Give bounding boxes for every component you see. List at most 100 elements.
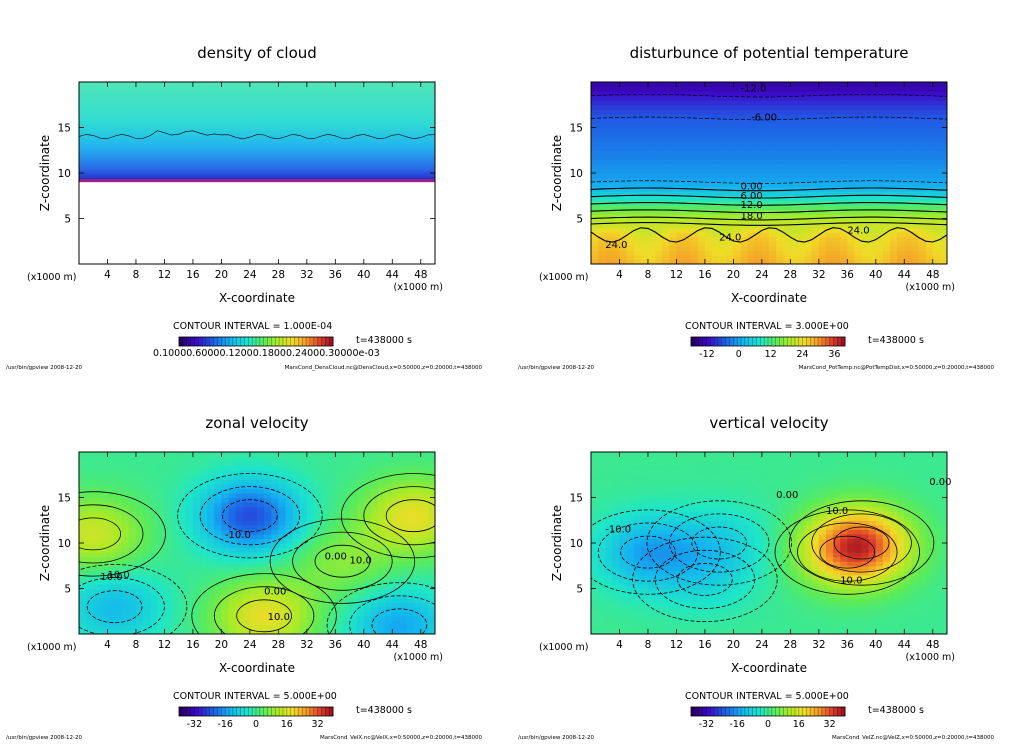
x-tick-label: 44 [898,639,912,651]
x-tick-label: 24 [755,269,769,281]
x-tick-label: 20 [727,269,740,281]
x-tick-label: 48 [926,639,939,651]
x-unit-right: (x1000 m) [906,282,956,293]
cloud-layer [79,82,435,182]
x-tick-label: 12 [158,269,171,281]
y-tick-label: 10 [58,168,71,180]
x-tick-label: 16 [186,639,200,651]
x-tick-label: 28 [272,639,285,651]
footer-right: MarsCond_PotTemp.nc@PotTempDist,x=0:5000… [799,365,995,371]
x-tick-label: 28 [784,639,797,651]
panel-title: density of cloud [197,44,317,62]
footer-left: /usr/bin/gpview 2008-12-20 [6,365,83,371]
x-tick-label: 8 [645,269,652,281]
y-tick-label: 5 [64,214,71,226]
contour-label: 10.0 [100,572,122,583]
colorbar-tick: 16 [281,719,293,730]
footer-right: MarsCond_VelZ.nc@VelZ,x=0:50000,z=0:2000… [832,735,995,740]
contour-label: 24.0 [847,225,869,236]
plot-area [576,452,948,635]
contour-label: 0.00 [264,586,286,597]
contour-label: -10.0 [605,524,631,535]
y-tick-label: 15 [570,493,583,505]
plot-area [21,452,486,667]
x-tick-label: 40 [357,269,370,281]
x-tick-label: 36 [841,269,855,281]
x-axis-label: X-coordinate [731,291,807,305]
contour-label: -10.0 [225,530,251,541]
x-tick-label: 16 [186,269,200,281]
x-tick-label: 16 [698,639,712,651]
colorbar-tick: -32 [699,719,715,730]
contour-label: 0.00 [929,477,951,488]
contour-label: 24.0 [719,233,741,244]
x-tick-label: 16 [698,269,712,281]
colorbar-tick: 24 [796,349,808,360]
x-tick-label: 48 [926,269,939,281]
x-unit-right: (x1000 m) [394,652,444,663]
x-tick-label: 28 [272,269,285,281]
y-tick-label: 15 [58,123,71,135]
colorbar-tick: 12 [765,349,777,360]
x-tick-label: 36 [841,639,855,651]
x-tick-label: 12 [158,639,171,651]
y-tick-label: 15 [58,493,71,505]
colorbar-tick: 0 [736,349,742,360]
panel-title: vertical velocity [709,414,828,432]
colorbar-tick: 0 [765,719,771,730]
x-tick-label: 24 [243,269,257,281]
time-label: t=438000 s [356,705,412,716]
contour-label: 18.0 [741,211,763,222]
footer-left: /usr/bin/gpview 2008-12-20 [518,735,595,740]
contour-label: 10.0 [826,506,848,517]
x-tick-label: 32 [812,639,825,651]
x-axis-label: X-coordinate [219,661,295,675]
x-tick-label: 48 [414,639,427,651]
plot-area [591,82,948,265]
x-tick-label: 48 [414,269,427,281]
x-tick-label: 8 [133,269,140,281]
y-tick-label: 5 [576,584,583,596]
time-label: t=438000 s [868,705,924,716]
x-tick-label: 4 [104,639,111,651]
x-tick-label: 20 [215,639,228,651]
footer-right: MarsCond_DensCloud.nc@DensCloud,x=0:5000… [285,365,483,371]
colorbar-tick: 32 [312,719,324,730]
footer-right: MarsCond_VelX.nc@VelX,x=0:50000,z=0:2000… [320,735,483,740]
x-tick-label: 32 [812,269,825,281]
time-label: t=438000 s [356,335,412,346]
footer-left: /usr/bin/gpview 2008-12-20 [6,735,83,740]
x-unit-right: (x1000 m) [394,282,444,293]
x-tick-label: 24 [755,639,769,651]
x-tick-label: 36 [329,639,343,651]
x-tick-label: 4 [616,639,623,651]
y-tick-label: 5 [576,214,583,226]
x-tick-label: 4 [616,269,623,281]
colorbar-tick: 36 [828,349,840,360]
colorbar-tick: 0 [253,719,259,730]
x-tick-label: 40 [357,639,370,651]
x-unit-left: (x1000 m) [539,272,589,283]
x-tick-label: 12 [670,269,683,281]
colorbar-tick: -12 [699,349,715,360]
x-tick-label: 12 [670,639,683,651]
colorbar [179,707,334,716]
x-tick-label: 32 [300,269,313,281]
y-axis-label: Z-coordinate [38,505,52,581]
x-tick-label: 8 [133,639,140,651]
contour-label: -12.0 [741,83,767,94]
contour-label: 0.00 [325,552,347,563]
x-axis-label: X-coordinate [731,661,807,675]
colorbar-tick: 32 [824,719,836,730]
x-tick-label: 40 [869,639,882,651]
plot-area [79,82,435,182]
panel-3: zonal velocity10.0-10.00.000.0010.010.01… [6,414,486,740]
colorbar [691,337,846,346]
y-tick-label: 10 [58,538,71,550]
cloud-base [79,179,435,182]
y-axis-label: Z-coordinate [550,505,564,581]
x-tick-label: 44 [898,269,912,281]
